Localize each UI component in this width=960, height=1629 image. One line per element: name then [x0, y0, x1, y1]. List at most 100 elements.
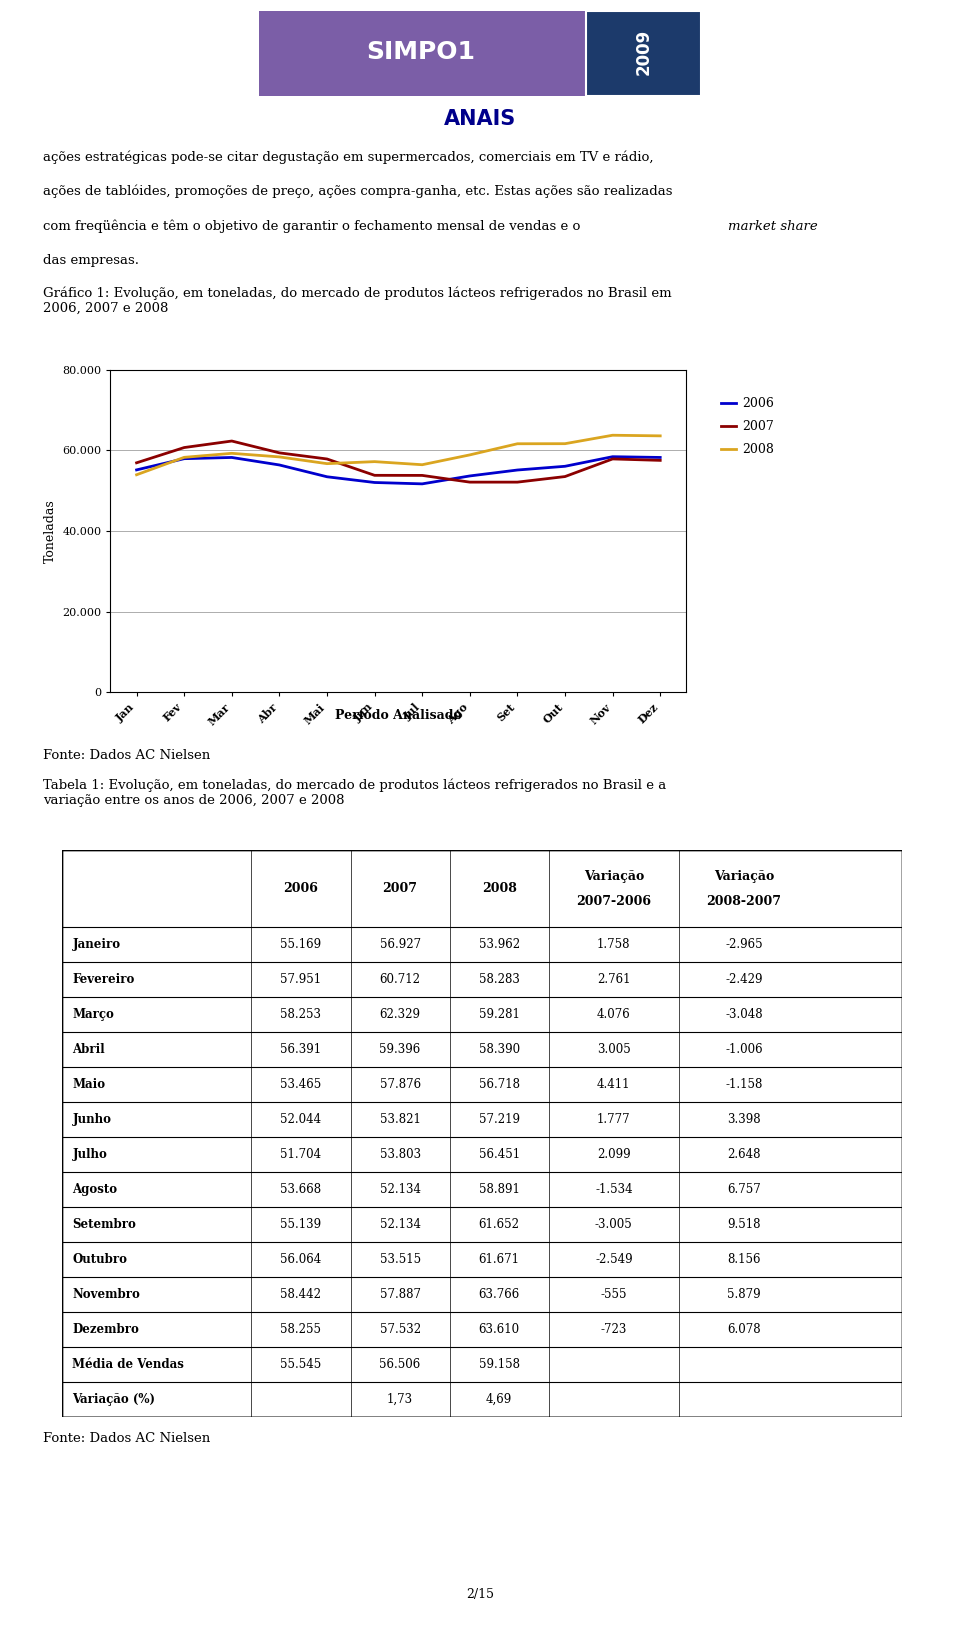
Text: 57.532: 57.532: [379, 1323, 420, 1336]
Text: 9.518: 9.518: [728, 1218, 761, 1232]
Legend: 2006, 2007, 2008: 2006, 2007, 2008: [716, 393, 779, 461]
Text: Variação (%): Variação (%): [73, 1393, 156, 1406]
FancyBboxPatch shape: [246, 8, 595, 99]
Text: Variação: Variação: [714, 870, 774, 883]
Text: 3.005: 3.005: [597, 1043, 631, 1056]
Text: 55.169: 55.169: [280, 938, 322, 951]
Text: 53.803: 53.803: [379, 1148, 420, 1161]
Text: 53.465: 53.465: [280, 1078, 322, 1091]
2007: [655, 451, 666, 471]
Text: Variação: Variação: [584, 870, 644, 883]
2006: [369, 472, 380, 492]
Text: Setembro: Setembro: [73, 1218, 136, 1232]
2008: [655, 427, 666, 446]
Text: 59.396: 59.396: [379, 1043, 420, 1056]
Text: 51.704: 51.704: [280, 1148, 322, 1161]
2007: [607, 450, 618, 469]
Text: -3.048: -3.048: [725, 1008, 763, 1021]
Text: 63.766: 63.766: [479, 1289, 519, 1302]
Text: 2008-2007: 2008-2007: [707, 894, 781, 907]
Text: Outubro: Outubro: [73, 1253, 128, 1266]
Text: 58.255: 58.255: [280, 1323, 322, 1336]
Text: 57.876: 57.876: [379, 1078, 420, 1091]
2007: [369, 466, 380, 485]
Text: 4.076: 4.076: [597, 1008, 631, 1021]
2006: [464, 466, 475, 485]
Text: 2.648: 2.648: [728, 1148, 761, 1161]
Text: 6.757: 6.757: [727, 1183, 761, 1196]
Text: Dezembro: Dezembro: [73, 1323, 139, 1336]
2007: [274, 443, 285, 463]
Text: Média de Vendas: Média de Vendas: [73, 1359, 184, 1372]
Text: -2.965: -2.965: [725, 938, 763, 951]
Text: 59.158: 59.158: [479, 1359, 519, 1372]
Text: 59.281: 59.281: [479, 1008, 519, 1021]
2008: [131, 464, 142, 484]
Text: 58.253: 58.253: [280, 1008, 322, 1021]
Text: ANAIS: ANAIS: [444, 109, 516, 129]
Text: 2/15: 2/15: [466, 1588, 494, 1601]
Text: 53.668: 53.668: [280, 1183, 322, 1196]
Text: 2008: 2008: [482, 883, 516, 896]
Text: SIMPO1: SIMPO1: [366, 41, 475, 64]
2008: [274, 446, 285, 466]
2006: [560, 456, 571, 476]
Text: 56.391: 56.391: [280, 1043, 322, 1056]
Text: Maio: Maio: [73, 1078, 106, 1091]
Text: 52.044: 52.044: [280, 1113, 322, 1126]
2006: [179, 450, 190, 469]
2006: [274, 454, 285, 474]
2008: [512, 433, 523, 453]
2007: [179, 438, 190, 458]
2007: [464, 472, 475, 492]
Text: 2.099: 2.099: [597, 1148, 631, 1161]
Text: 56.506: 56.506: [379, 1359, 420, 1372]
Text: -1.158: -1.158: [726, 1078, 763, 1091]
Bar: [586, 11, 701, 96]
Text: 6.078: 6.078: [728, 1323, 761, 1336]
Text: Novembro: Novembro: [73, 1289, 140, 1302]
Text: Tabela 1: Evolução, em toneladas, do mercado de produtos lácteos refrigerados no: Tabela 1: Evolução, em toneladas, do mer…: [43, 779, 666, 806]
Text: das empresas.: das empresas.: [43, 254, 139, 267]
Text: 60.712: 60.712: [379, 973, 420, 986]
Text: ações estratégicas pode-se citar degustação em supermercados, comerciais em TV e: ações estratégicas pode-se citar degusta…: [43, 150, 654, 165]
Text: 63.610: 63.610: [479, 1323, 519, 1336]
Text: 55.545: 55.545: [280, 1359, 322, 1372]
Text: Fevereiro: Fevereiro: [73, 973, 134, 986]
Text: Julho: Julho: [73, 1148, 108, 1161]
Text: 62.329: 62.329: [379, 1008, 420, 1021]
Text: -555: -555: [601, 1289, 627, 1302]
Text: 4.411: 4.411: [597, 1078, 631, 1091]
Text: -3.005: -3.005: [595, 1218, 633, 1232]
Text: Abril: Abril: [73, 1043, 105, 1056]
Text: Fonte: Dados AC Nielsen: Fonte: Dados AC Nielsen: [43, 749, 210, 762]
Text: 58.442: 58.442: [280, 1289, 322, 1302]
2007: [560, 468, 571, 487]
2007: [512, 472, 523, 492]
2008: [607, 425, 618, 445]
Text: Março: Março: [73, 1008, 114, 1021]
Text: Período Analisado: Período Analisado: [335, 709, 462, 722]
Text: 8.156: 8.156: [728, 1253, 761, 1266]
Text: 61.652: 61.652: [479, 1218, 519, 1232]
Text: 56.927: 56.927: [379, 938, 420, 951]
Text: -2.549: -2.549: [595, 1253, 633, 1266]
Text: 5.879: 5.879: [728, 1289, 761, 1302]
Text: 1,73: 1,73: [387, 1393, 413, 1406]
Text: 56.718: 56.718: [479, 1078, 519, 1091]
Text: -723: -723: [601, 1323, 627, 1336]
Text: 3.398: 3.398: [728, 1113, 761, 1126]
2008: [179, 448, 190, 468]
Text: 53.962: 53.962: [479, 938, 519, 951]
2008: [369, 451, 380, 471]
Text: Gráfico 1: Evolução, em toneladas, do mercado de produtos lácteos refrigerados n: Gráfico 1: Evolução, em toneladas, do me…: [43, 287, 672, 314]
2007: [322, 450, 333, 469]
Line: 2008: 2008: [136, 435, 660, 474]
Text: 53.515: 53.515: [379, 1253, 420, 1266]
2007: [226, 432, 237, 451]
Text: 52.134: 52.134: [379, 1183, 420, 1196]
Text: -1.534: -1.534: [595, 1183, 633, 1196]
2006: [607, 446, 618, 466]
2006: [417, 474, 428, 494]
Text: 4,69: 4,69: [486, 1393, 513, 1406]
